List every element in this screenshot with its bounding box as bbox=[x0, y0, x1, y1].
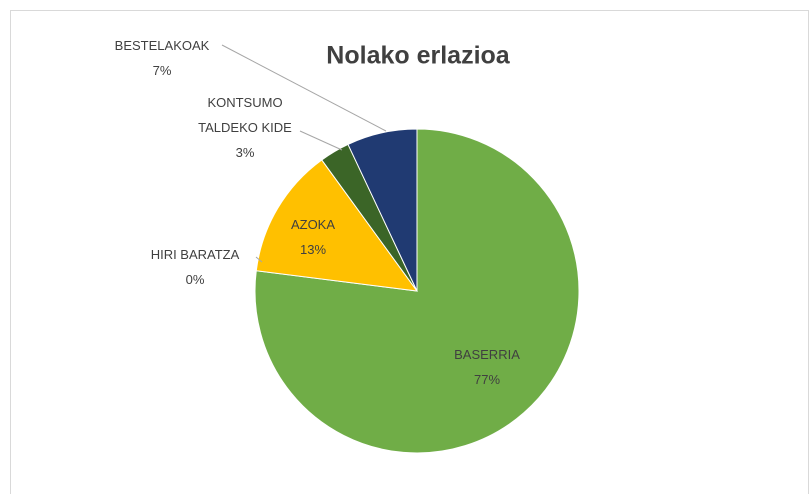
value-label: 7% bbox=[152, 63, 172, 78]
value-label: 3% bbox=[235, 145, 255, 160]
data-label: HIRI BARATZA 0% bbox=[135, 242, 255, 292]
chart-title: Nolako erlazioa bbox=[326, 42, 510, 70]
data-label: KONTSUMO TALDEKO KIDE 3% bbox=[195, 90, 295, 165]
pie-slice bbox=[347, 128, 418, 292]
leader-line bbox=[299, 130, 343, 151]
leader-line bbox=[221, 44, 387, 132]
category-label: HIRI BARATZA bbox=[150, 247, 240, 262]
value-label: 13% bbox=[299, 242, 327, 257]
category-label: BESTELAKOAK bbox=[114, 38, 210, 53]
category-label: AZOKA bbox=[290, 217, 336, 232]
category-label: BASERRIA bbox=[454, 347, 520, 362]
pie-slice bbox=[255, 159, 419, 292]
value-label: 0% bbox=[185, 272, 205, 287]
data-label: BESTELAKOAK 7% bbox=[102, 33, 222, 83]
value-label: 77% bbox=[473, 372, 501, 387]
data-label: BASERRIA 77% bbox=[427, 342, 547, 392]
leader-line bbox=[255, 256, 263, 263]
category-label: KONTSUMO TALDEKO KIDE bbox=[198, 95, 292, 135]
data-label: AZOKA 13% bbox=[273, 212, 353, 262]
